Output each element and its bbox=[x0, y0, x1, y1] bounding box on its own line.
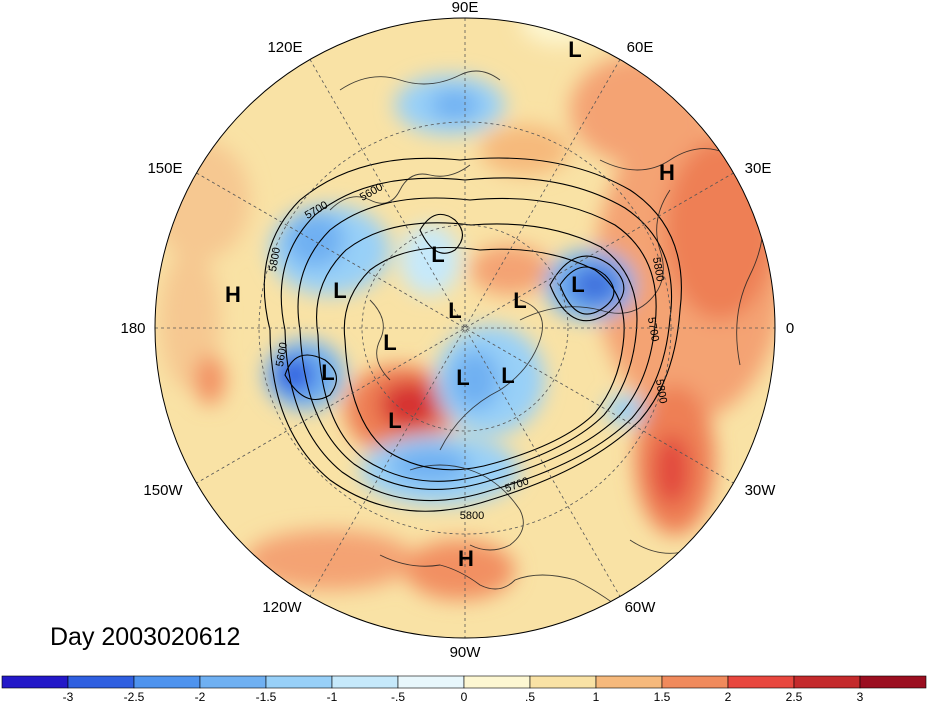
colorbar-swatch bbox=[661, 675, 729, 689]
longitude-label: 60W bbox=[625, 599, 657, 616]
longitude-label: 30W bbox=[745, 482, 777, 499]
contour-label: 5800 bbox=[650, 256, 666, 282]
colorbar-tick-label: 1.5 bbox=[654, 690, 671, 702]
longitude-label: 150W bbox=[143, 482, 183, 499]
longitude-label: 60E bbox=[627, 39, 654, 56]
colorbar-swatch bbox=[793, 675, 861, 689]
colorbar-tick-label: -2 bbox=[195, 690, 206, 702]
colorbar-swatch bbox=[265, 675, 333, 689]
low-pressure-marker: L bbox=[448, 298, 461, 323]
low-pressure-marker: L bbox=[571, 272, 584, 297]
colorbar-tick-label: -3 bbox=[63, 690, 74, 702]
colorbar-swatch bbox=[331, 675, 399, 689]
colorbar-tick-label: 0 bbox=[461, 690, 468, 702]
map-boundary bbox=[154, 17, 776, 639]
colorbar-swatch bbox=[529, 675, 597, 689]
contour-label: 5800 bbox=[267, 246, 283, 272]
colorbar-tick-label: 2 bbox=[725, 690, 732, 702]
high-pressure-marker: H bbox=[225, 282, 241, 307]
colorbar-swatch bbox=[1, 675, 69, 689]
colorbar-swatch bbox=[67, 675, 135, 689]
colorbar-tick-label: 3 bbox=[857, 690, 864, 702]
longitude-label: 30E bbox=[745, 160, 772, 177]
low-pressure-marker: L bbox=[431, 242, 444, 267]
colorbar: -3 -2.5 -2 -1.5 -1 -.5 0 .5 1 1.5 2 2.5 3 bbox=[1, 675, 927, 702]
colorbar-tick-label: 1 bbox=[593, 690, 600, 702]
low-pressure-marker: L bbox=[568, 37, 581, 62]
low-pressure-marker: L bbox=[501, 363, 514, 388]
low-pressure-marker: L bbox=[513, 288, 526, 313]
longitude-label: 180 bbox=[120, 320, 145, 337]
colorbar-swatch bbox=[133, 675, 201, 689]
anomaly-field bbox=[155, 18, 775, 638]
colorbar-swatch bbox=[859, 675, 927, 689]
pressure-systems: L H H L L L L L L L L L L H bbox=[225, 37, 675, 571]
contour-label: 5600 bbox=[274, 341, 290, 367]
colorbar-tick-label: 2.5 bbox=[786, 690, 803, 702]
contour-label: 5800 bbox=[460, 510, 484, 522]
colorbar-swatch bbox=[727, 675, 795, 689]
colorbar-tick-label: -1 bbox=[327, 690, 338, 702]
date-label: Day 2003020612 bbox=[50, 623, 240, 651]
longitude-label: 120E bbox=[267, 39, 302, 56]
contour-label: 5700 bbox=[645, 316, 661, 342]
low-pressure-marker: L bbox=[333, 278, 346, 303]
longitude-label: 150E bbox=[147, 160, 182, 177]
colorbar-swatch bbox=[199, 675, 267, 689]
colorbar-tick-label: -.5 bbox=[391, 690, 405, 702]
longitude-labels: 90E 60E 30E 0 30W 60W 90W 120W 150W 180 150E 120E bbox=[120, 0, 794, 661]
colorbar-swatch bbox=[595, 675, 663, 689]
longitude-label: 120W bbox=[262, 599, 302, 616]
longitude-label: 90W bbox=[450, 644, 482, 661]
colorbar-tick-label: -1.5 bbox=[256, 690, 277, 702]
low-pressure-marker: L bbox=[456, 365, 469, 390]
colorbar-swatch bbox=[463, 675, 531, 689]
high-pressure-marker: H bbox=[659, 160, 675, 185]
colorbar-swatch bbox=[397, 675, 465, 689]
colorbar-tick-label: -2.5 bbox=[124, 690, 145, 702]
high-pressure-marker: H bbox=[458, 546, 474, 571]
low-pressure-marker: L bbox=[388, 408, 401, 433]
colorbar-tick-label: .5 bbox=[525, 690, 535, 702]
contour-label: 5800 bbox=[653, 378, 669, 404]
low-pressure-marker: L bbox=[383, 330, 396, 355]
longitude-label: 0 bbox=[786, 320, 794, 337]
longitude-label: 90E bbox=[452, 0, 479, 16]
low-pressure-marker: L bbox=[321, 360, 334, 385]
